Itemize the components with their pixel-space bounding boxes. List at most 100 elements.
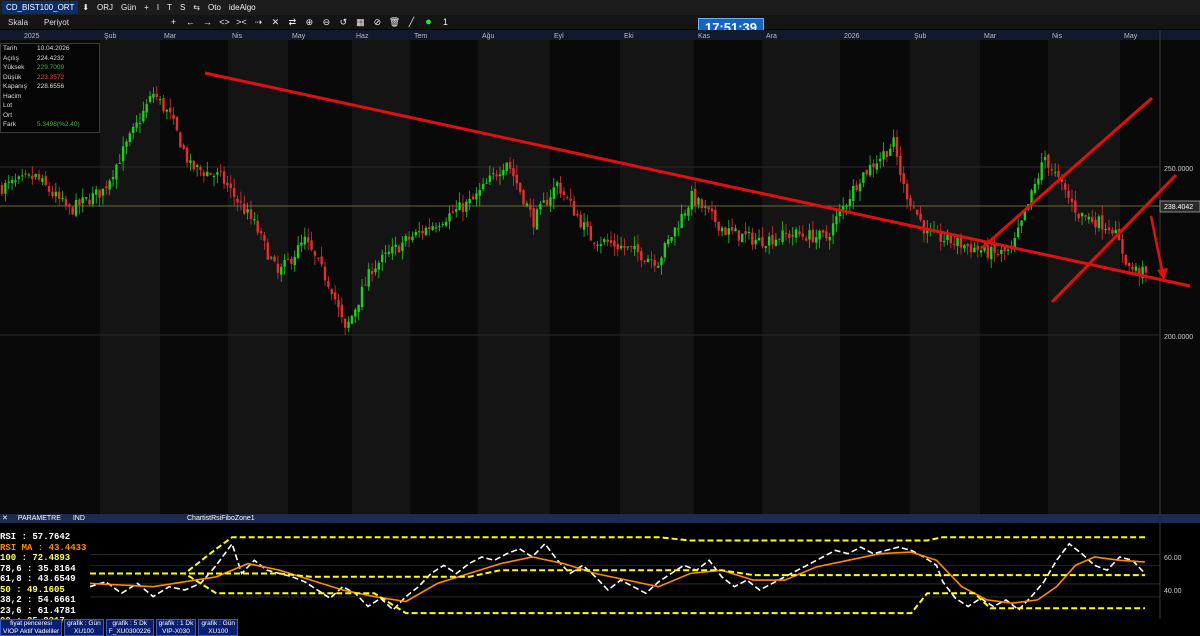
candle [613, 233, 616, 256]
down-arrow-shaft [1149, 215, 1165, 276]
download-icon[interactable]: ⬇ [82, 3, 90, 12]
month-band [762, 40, 840, 514]
candle [720, 226, 724, 237]
status-dot-icon[interactable]: ● [425, 16, 432, 28]
candle [535, 207, 539, 230]
toolbar-auto[interactable]: Oto [208, 3, 221, 12]
menu-scale[interactable]: Skala [8, 17, 29, 27]
window-tab[interactable]: fiyat penceresi VIOP Aktif Vadeliler [0, 619, 63, 636]
month-label: Haz [356, 33, 369, 40]
plus-icon[interactable]: + [170, 17, 177, 27]
candle [236, 195, 239, 212]
candle [84, 196, 88, 202]
candle [677, 221, 680, 237]
toolbar-s[interactable]: S [179, 3, 186, 12]
candle [811, 220, 815, 244]
candle [286, 252, 290, 261]
candle [791, 227, 794, 246]
draw-line-icon[interactable]: ╱ [408, 16, 415, 27]
arrow-right-icon[interactable]: → [202, 17, 212, 27]
close-icon[interactable]: ✕ [2, 515, 8, 522]
toolbar-orj[interactable]: ORJ [97, 3, 114, 12]
candle [862, 172, 865, 188]
compress-icon[interactable]: >< [236, 17, 247, 27]
candle [1144, 265, 1148, 283]
candle [754, 233, 757, 250]
cancel-icon[interactable]: ⊘ [373, 16, 382, 27]
expand-icon[interactable]: <> [219, 17, 230, 27]
toolbar-period[interactable]: Gün [121, 3, 137, 12]
month-label: Şub [914, 33, 927, 40]
candle [468, 190, 471, 211]
rsi-series-2 [90, 536, 1145, 575]
tab-title: grafik : 1 Dk [158, 620, 194, 627]
candle [505, 161, 508, 175]
down-arrow-head [1157, 268, 1168, 280]
candle [1003, 246, 1006, 260]
month-band [620, 40, 694, 514]
symbol-selector[interactable]: CD_BIST100_ORT [2, 1, 79, 14]
candle [276, 255, 280, 279]
candle [919, 205, 922, 222]
candle [51, 185, 54, 199]
candle [1020, 219, 1023, 234]
candle [310, 231, 313, 252]
candle [710, 201, 714, 220]
settings-icon[interactable]: ▦ [356, 16, 365, 27]
info-label: Ort [3, 111, 13, 119]
candle [949, 234, 953, 249]
toolbar-i[interactable]: I [156, 3, 160, 12]
candle [878, 152, 882, 169]
trash-icon[interactable]: 🗑 [388, 16, 401, 27]
sync-icon[interactable]: ⇄ [288, 16, 297, 27]
zoom-in-icon[interactable]: ⊕ [305, 16, 314, 27]
info-row: Kapanış 228.6556 [1, 82, 99, 92]
candle [1121, 234, 1124, 264]
candle [835, 209, 838, 232]
window-tabs: fiyat penceresi VIOP Aktif Vadeliler grafi… [0, 619, 240, 636]
toolbar-t[interactable]: T [167, 3, 172, 12]
candle [838, 203, 842, 224]
price-chart[interactable]: 2025 Şub Mar Nis May Haz Tem Ağu Eyl Eki Kas Ara 202… [0, 30, 1200, 514]
window-tab[interactable]: grafik : Gün XU100 [64, 619, 104, 636]
candle [481, 178, 485, 192]
candle [256, 214, 259, 236]
rsi-chart[interactable]: 60.00 40.00 [0, 523, 1200, 619]
window-tab[interactable]: grafik : Gün XU100 [198, 619, 238, 636]
candle [17, 175, 21, 185]
scroll-right-icon[interactable]: ⇢ [254, 16, 263, 27]
candle [320, 246, 323, 268]
candle [656, 261, 660, 269]
arrow-left-icon[interactable]: ← [185, 17, 195, 27]
window-tab[interactable]: grafik : 5 Dk F_XU0300226 [105, 619, 154, 636]
candle [401, 236, 404, 260]
toolbar-idealgo[interactable]: ideAlgo [228, 3, 256, 12]
candle [165, 108, 169, 120]
candle [360, 279, 364, 311]
candle [707, 206, 710, 213]
candle [653, 254, 656, 273]
cross-icon[interactable]: ✕ [271, 16, 280, 27]
menu-period[interactable]: Periyot [44, 17, 69, 27]
candle [212, 173, 216, 187]
candle [1030, 188, 1033, 210]
ohlc-info-box: Tarih 10.04.2026 Açılış 224.4232 Yüksek 229.7… [0, 43, 100, 133]
plus-icon[interactable]: + [144, 3, 149, 12]
refresh-icon[interactable]: ↺ [339, 16, 348, 27]
window-tab[interactable]: grafik : 1 Dk VIP-X030 [155, 619, 197, 636]
candle [912, 200, 916, 209]
candle [381, 249, 384, 271]
candle [455, 200, 458, 218]
zoom-out-icon[interactable]: ⊖ [322, 16, 331, 27]
candle [128, 131, 132, 147]
candle [767, 232, 771, 255]
candle [589, 221, 593, 241]
parameter-label[interactable]: PARAMETRE [17, 515, 61, 522]
candle [169, 98, 172, 120]
candle [909, 194, 912, 211]
swap-icon[interactable]: ⇆ [193, 3, 200, 12]
candle [1084, 214, 1087, 222]
candle [313, 250, 317, 266]
candle [132, 123, 135, 140]
ind-label[interactable]: IND [72, 515, 85, 522]
